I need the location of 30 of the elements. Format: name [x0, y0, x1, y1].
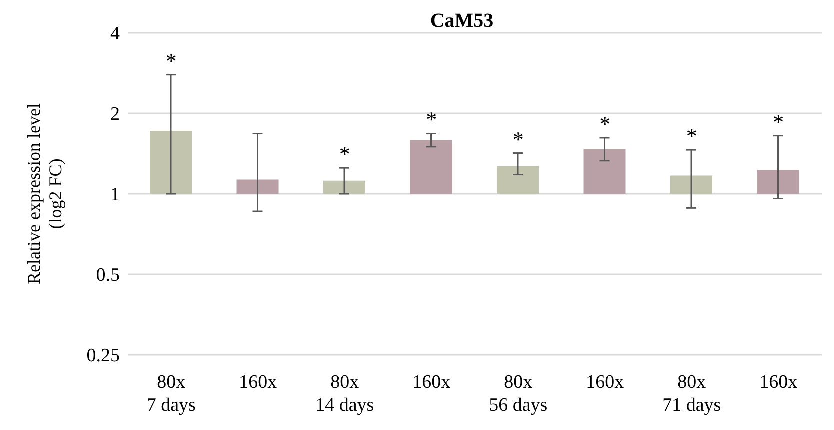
x-tick-label: 80x 56 days — [489, 372, 548, 416]
data-label: * — [686, 124, 698, 149]
x-tick-label: 80x 14 days — [316, 372, 374, 416]
data-label: * — [426, 107, 438, 132]
x-tick-label: 80x 71 days — [662, 372, 722, 416]
bar — [324, 180, 366, 194]
bar — [584, 149, 626, 194]
x-tick-label: 160x — [239, 372, 278, 394]
data-label: * — [512, 126, 524, 152]
y-tick-label: 4 — [110, 24, 120, 45]
y-tick-label: 1 — [110, 184, 120, 206]
bar — [670, 176, 712, 194]
x-tick-label: 160x — [412, 372, 452, 394]
data-label: * — [773, 109, 784, 134]
bar — [236, 180, 279, 194]
bar — [410, 140, 452, 194]
y-axis-title: Relative expression level (log2 FC) — [24, 104, 66, 284]
x-tick-label: 160x — [760, 372, 798, 394]
y-tick-label: 0.5 — [96, 265, 120, 286]
x-tick-label: 160x — [586, 372, 625, 394]
chart-title: CaM53 — [430, 10, 494, 32]
bar — [150, 131, 192, 194]
y-tick-label: 2 — [110, 104, 120, 126]
data-label: * — [600, 111, 611, 136]
bar — [757, 170, 800, 194]
bar — [497, 166, 539, 194]
data-label: * — [166, 48, 177, 74]
data-label: * — [339, 142, 350, 167]
x-tick-label: 80x 7 days — [146, 372, 196, 416]
y-tick-label: 0.25 — [86, 346, 120, 367]
